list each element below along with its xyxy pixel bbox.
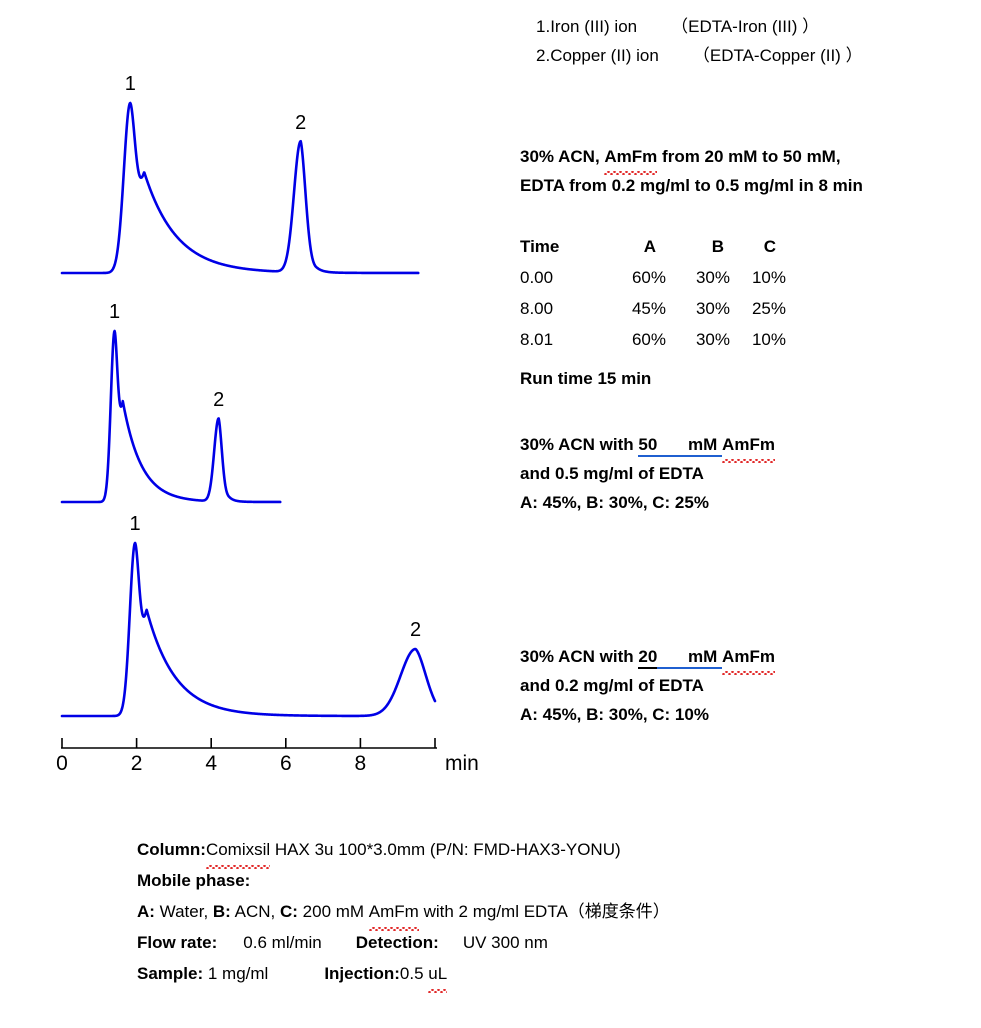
x-axis-unit-label: min [445, 752, 479, 775]
method-details: Column:Comixsil HAX 3u 100*3.0mm (P/N: F… [137, 834, 670, 993]
method-mobile-phase-row: Mobile phase: [137, 865, 670, 896]
x-axis-tick-label: 6 [280, 752, 292, 775]
legend-item-1: 1.Iron (III) ion （EDTA-Iron (III) ） [536, 12, 863, 41]
peak-label-2: 2 [295, 112, 306, 134]
x-axis-tick-label: 0 [56, 752, 68, 775]
mobile-phase-c-tail: with 2 mg/ml EDTA（梯度条件） [418, 902, 670, 921]
gradient-note-line-1: 30% ACN, AmFm from 20 mM to 50 mM, [520, 142, 863, 175]
sample-value: 1 mg/ml [203, 964, 269, 983]
condition-50mm-line-2: and 0.5 mg/ml of EDTA [520, 464, 704, 483]
table-row: 8.00 45% 30% 25% [520, 299, 786, 330]
cell-a: 60% [631, 268, 666, 287]
peak-label-2: 2 [410, 619, 421, 641]
condition-20mm-line-3: A: 45%, B: 30%, C: 10% [520, 705, 709, 724]
gradient-note-line-2: EDTA from 0.2 mg/ml to 0.5 mg/ml in 8 mi… [520, 176, 863, 195]
peak-label-1: 1 [109, 301, 120, 323]
condition-20mm-line-2: and 0.2 mg/ml of EDTA [520, 676, 704, 695]
table-row: 8.01 60% 30% 10% [520, 330, 786, 361]
tracked-change-unit-mm: mM [683, 435, 723, 457]
cell-c: 10% [751, 268, 786, 287]
peak-label-1: 1 [130, 513, 141, 535]
method-flow-detection-row: Flow rate: 0.6 ml/min Detection: UV 300 nm [137, 927, 670, 958]
condition-50mm-line-1: 30% ACN with 50 mM AmFm [520, 430, 775, 463]
legend-item-2-number: 2. [536, 46, 551, 65]
condition-note-20mm: 30% ACN with 20 mM AmFm and 0.2 mg/ml of… [520, 642, 775, 729]
injection-label: Injection: [324, 964, 400, 983]
tracked-change-concentration-50: 50 [638, 435, 658, 457]
spellcheck-ul: uL [428, 958, 447, 993]
peak-label-2: 2 [213, 389, 224, 411]
spellcheck-amfm: AmFm [722, 430, 775, 463]
column-header-b: B [711, 237, 724, 256]
condition-note-50mm: 30% ACN with 50 mM AmFm and 0.5 mg/ml of… [520, 430, 775, 517]
injection-value: 0.5 [399, 964, 429, 983]
sample-label: Sample: [137, 964, 204, 983]
run-time-text: Run time 15 min [520, 369, 652, 388]
detection-value: UV 300 nm [462, 933, 548, 952]
spellcheck-amfm: AmFm [368, 896, 419, 931]
mobile-phase-c-value: 200 mM [297, 902, 369, 921]
chromatogram-trace-1 [60, 101, 420, 275]
x-axis-tick-label: 4 [205, 752, 217, 775]
method-sample-injection-row: Sample: 1 mg/ml Injection:0.5 uL [137, 958, 670, 993]
detection-label: Detection: [355, 933, 439, 952]
table-row: 0.00 60% 30% 10% [520, 268, 786, 299]
gradient-note-suffix: from 20 mM to 50 mM, [657, 147, 841, 166]
legend-item-1-analyte: Iron (III) ion [550, 17, 638, 36]
cell-b: 30% [695, 268, 730, 287]
x-axis-tick-label: 8 [355, 752, 367, 775]
cell-a: 60% [631, 330, 666, 349]
condition-50mm-prefix: 30% ACN with [520, 435, 639, 454]
method-mobile-phase-detail-row: A: Water, B: ACN, C: 200 mM AmFm with 2 … [137, 896, 670, 931]
column-header-a: A [643, 237, 656, 256]
table-header-row: Time A B C [520, 237, 786, 268]
spellcheck-comixsil: Comixsil [205, 834, 271, 869]
condition-50mm-line-3: A: 45%, B: 30%, C: 25% [520, 493, 709, 512]
cell-time: 0.00 [520, 268, 554, 287]
method-mobile-phase-label: Mobile phase: [137, 871, 251, 890]
x-axis-tick-label: 2 [131, 752, 143, 775]
cell-b: 30% [695, 299, 730, 318]
condition-20mm-line-1: 30% ACN with 20 mM AmFm [520, 642, 775, 675]
cell-a: 45% [631, 299, 666, 318]
cell-time: 8.01 [520, 330, 554, 349]
mobile-phase-b-label: B: [212, 902, 231, 921]
gradient-note: 30% ACN, AmFm from 20 mM to 50 mM, EDTA … [520, 142, 863, 200]
column-header-c: C [763, 237, 776, 256]
cell-time: 8.00 [520, 299, 554, 318]
peak-label-1: 1 [125, 73, 136, 95]
legend-item-2-complex: （EDTA-Copper (II) ） [692, 46, 863, 65]
legend-item-2: 2.Copper (II) ion （EDTA-Copper (II) ） [536, 41, 863, 70]
cell-c: 25% [751, 299, 786, 318]
mobile-phase-a-value: Water, [154, 902, 213, 921]
tracked-change-concentration-20: 20 [638, 647, 658, 669]
mobile-phase-a-label: A: [137, 902, 155, 921]
flow-rate-label: Flow rate: [137, 933, 218, 952]
spellcheck-amfm: AmFm [604, 142, 657, 175]
gradient-note-prefix: 30% ACN, [520, 147, 605, 166]
mobile-phase-b-value: ACN, [230, 902, 280, 921]
cell-c: 10% [751, 330, 786, 349]
method-column-value: HAX 3u 100*3.0mm (P/N: FMD-HAX3-YONU) [270, 840, 621, 859]
gradient-table: Time A B C 0.00 60% 30% 10% 8.00 45% 30%… [520, 237, 786, 361]
tracked-change-unit-mm: mM [683, 647, 723, 669]
chromatogram-trace-2 [60, 329, 282, 504]
legend-item-1-number: 1. [536, 17, 551, 36]
flow-rate-value: 0.6 ml/min [243, 933, 322, 952]
chromatogram-trace-3 [60, 541, 437, 718]
analyte-legend: 1.Iron (III) ion （EDTA-Iron (III) ） 2.Cop… [536, 12, 863, 70]
method-column-row: Column:Comixsil HAX 3u 100*3.0mm (P/N: F… [137, 834, 670, 869]
column-header-time: Time [520, 237, 560, 256]
cell-b: 30% [695, 330, 730, 349]
spellcheck-amfm: AmFm [722, 642, 775, 675]
chromatogram-stack: 1 2 1 2 1 2 0 2 4 6 8 min [56, 73, 479, 775]
mobile-phase-c-label: C: [279, 902, 298, 921]
legend-item-1-complex: （EDTA-Iron (III) ） [671, 17, 820, 36]
legend-item-2-analyte: Copper (II) ion [550, 46, 659, 65]
condition-20mm-prefix: 30% ACN with [520, 647, 639, 666]
method-column-label: Column: [137, 840, 206, 859]
